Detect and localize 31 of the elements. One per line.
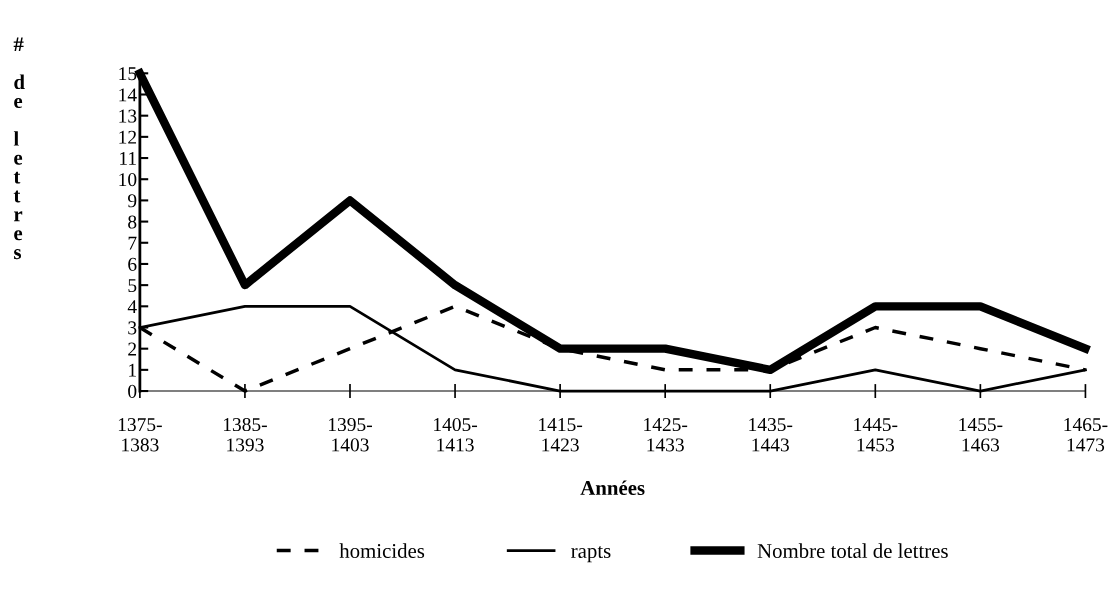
- y-tick-label: 10: [119, 173, 137, 187]
- y-tick-label: 2: [128, 342, 137, 356]
- y-tick-label: 8: [128, 215, 137, 229]
- legend-label: Nombre total de lettres: [757, 543, 948, 559]
- y-tick-label: 7: [128, 236, 137, 250]
- x-tick-label: 1405- 1413: [434, 417, 478, 452]
- y-tick-label: 13: [119, 109, 137, 123]
- x-tick-label: 1445- 1453: [854, 418, 898, 452]
- x-tick-label: 1425- 1433: [644, 418, 688, 452]
- legend-label: homicides: [339, 543, 425, 559]
- y-tick-label: 6: [128, 257, 137, 271]
- y-tick-label: 5: [128, 279, 137, 293]
- text: # de lettres: [13, 37, 25, 260]
- x-tick-label: 1385- 1393: [223, 417, 267, 452]
- x-tick-label: 1375- 1383: [118, 418, 162, 452]
- y-tick-label: 14: [119, 88, 137, 102]
- y-tick-label: 12: [119, 130, 137, 144]
- y-tick-label: 15: [119, 67, 137, 81]
- y-tick-label: 9: [128, 194, 137, 208]
- y-tick-label: 11: [120, 151, 136, 165]
- x-tick-label: 1395- 1403: [329, 418, 372, 452]
- y-tick-label: 0: [128, 384, 137, 398]
- x-tick-label: 1415- 1423: [539, 418, 583, 452]
- y-tick-label: 1: [129, 363, 136, 377]
- y-tick-label: 4: [127, 300, 137, 314]
- x-tick-label: 1465- 1473: [1064, 418, 1108, 452]
- x-tick-label: 1455- 1463: [959, 418, 1003, 452]
- y-tick-label: 3: [128, 321, 137, 335]
- x-axis-title: Années: [580, 480, 645, 496]
- x-tick-label: 1435- 1443: [749, 418, 793, 452]
- legend-label: rapts: [571, 546, 611, 563]
